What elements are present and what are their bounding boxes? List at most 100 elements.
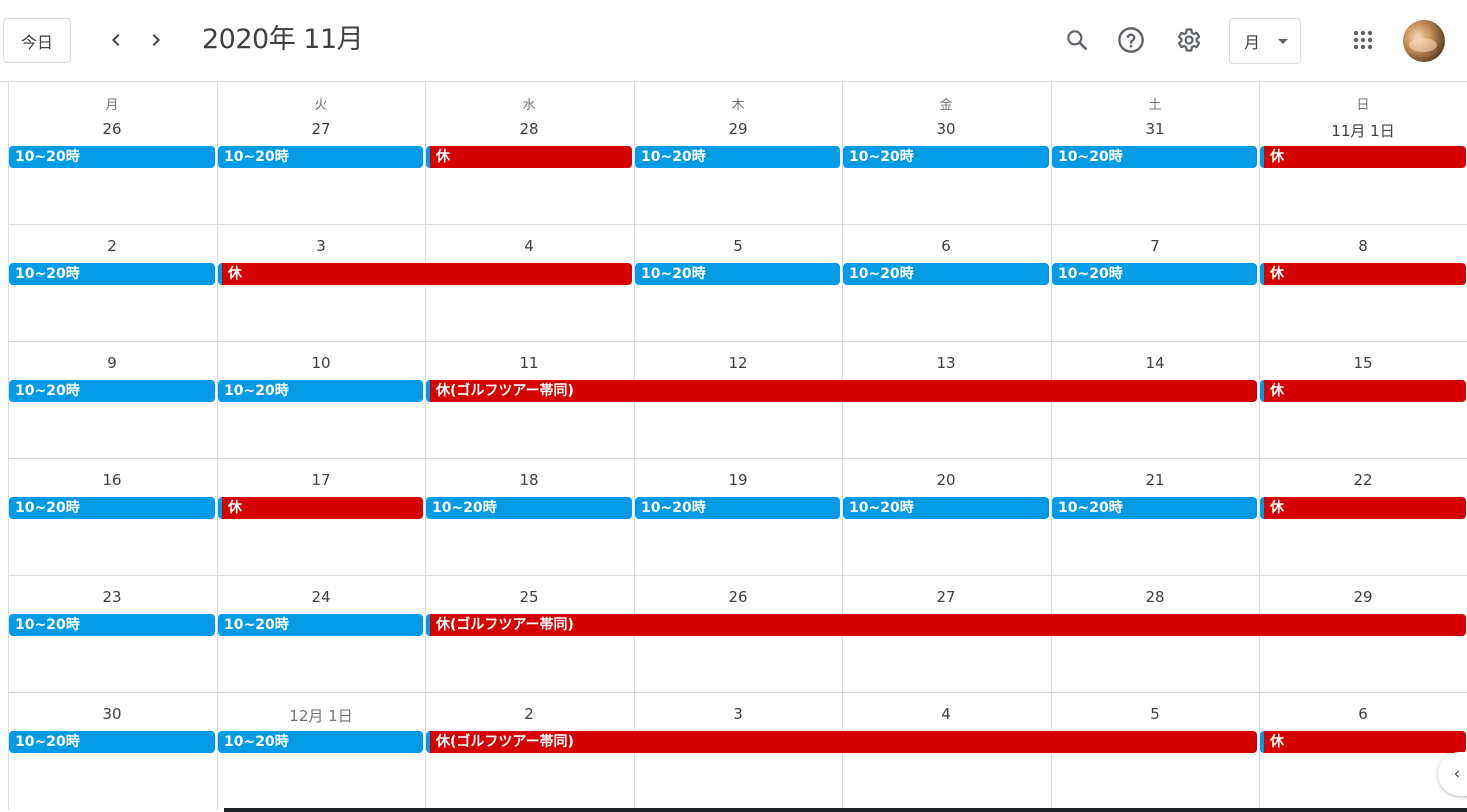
calendar-event[interactable]: 休(ゴルフツアー帯同) — [426, 731, 1257, 753]
row-divider — [8, 575, 1467, 576]
row-divider — [8, 224, 1467, 225]
column-divider — [842, 82, 843, 810]
weekday-header: 月 — [105, 98, 119, 113]
day-number[interactable]: 4 — [941, 705, 951, 723]
day-number[interactable]: 30 — [102, 705, 122, 723]
weekday-header: 土 — [1148, 98, 1162, 113]
day-number[interactable]: 6 — [941, 237, 951, 255]
day-number[interactable]: 15 — [1353, 354, 1373, 372]
today-button[interactable]: 今日 — [3, 18, 71, 63]
calendar-event[interactable]: 10~20時 — [426, 497, 632, 519]
weekday-header: 金 — [939, 98, 953, 113]
chevron-right-icon — [152, 34, 160, 46]
calendar-event[interactable]: 10~20時 — [635, 146, 840, 168]
calendar-event[interactable]: 10~20時 — [843, 497, 1049, 519]
bottom-bar — [224, 808, 1467, 812]
day-number[interactable]: 27 — [936, 588, 956, 606]
calendar-event[interactable]: 10~20時 — [1052, 263, 1257, 285]
chevron-left-icon — [112, 34, 120, 46]
day-number[interactable]: 25 — [519, 588, 539, 606]
day-number[interactable]: 28 — [1145, 588, 1165, 606]
calendar-event[interactable]: 10~20時 — [9, 497, 215, 519]
side-panel-toggle[interactable] — [1438, 752, 1467, 796]
calendar-event[interactable]: 10~20時 — [635, 263, 840, 285]
day-number[interactable]: 31 — [1145, 120, 1165, 138]
calendar-event[interactable]: 10~20時 — [9, 146, 215, 168]
day-number[interactable]: 11月 1日 — [1331, 122, 1395, 140]
day-number[interactable]: 17 — [311, 471, 331, 489]
avatar[interactable] — [1403, 20, 1445, 62]
day-number[interactable]: 14 — [1145, 354, 1165, 372]
calendar-event[interactable]: 10~20時 — [218, 614, 423, 636]
calendar-event[interactable]: 10~20時 — [218, 731, 423, 753]
calendar-event[interactable]: 10~20時 — [843, 263, 1049, 285]
day-number[interactable]: 28 — [519, 120, 539, 138]
column-divider — [1259, 82, 1260, 810]
calendar-event[interactable]: 休 — [1260, 146, 1466, 168]
day-number[interactable]: 18 — [519, 471, 539, 489]
calendar-event[interactable]: 休 — [1260, 497, 1466, 519]
calendar-event[interactable]: 10~20時 — [9, 614, 215, 636]
day-number[interactable]: 4 — [524, 237, 534, 255]
prev-month-button[interactable] — [96, 20, 136, 60]
column-divider — [634, 82, 635, 810]
calendar-event[interactable]: 10~20時 — [843, 146, 1049, 168]
calendar-event[interactable]: 10~20時 — [9, 263, 215, 285]
day-number[interactable]: 26 — [728, 588, 748, 606]
day-number[interactable]: 27 — [311, 120, 331, 138]
next-month-button[interactable] — [136, 20, 176, 60]
day-number[interactable]: 24 — [311, 588, 331, 606]
settings-button[interactable] — [1168, 20, 1208, 60]
weekday-header: 日 — [1356, 98, 1370, 113]
chevron-left-icon — [1454, 770, 1459, 778]
calendar-event[interactable]: 10~20時 — [9, 380, 215, 402]
day-number[interactable]: 16 — [102, 471, 122, 489]
help-button[interactable] — [1111, 20, 1151, 60]
day-number[interactable]: 22 — [1353, 471, 1373, 489]
day-number[interactable]: 9 — [107, 354, 117, 372]
calendar-event[interactable]: 10~20時 — [9, 731, 215, 753]
calendar-event[interactable]: 休 — [1260, 731, 1466, 753]
day-number[interactable]: 12 — [728, 354, 748, 372]
calendar-event[interactable]: 10~20時 — [218, 380, 423, 402]
view-selector[interactable]: 月 — [1229, 18, 1301, 64]
calendar-event[interactable]: 10~20時 — [218, 146, 423, 168]
day-number[interactable]: 12月 1日 — [289, 707, 353, 725]
calendar-event[interactable]: 休 — [1260, 380, 1466, 402]
calendar-event[interactable]: 休(ゴルフツアー帯同) — [426, 614, 1466, 636]
calendar-event[interactable]: 休 — [218, 497, 423, 519]
calendar-event[interactable]: 休 — [1260, 263, 1466, 285]
day-number[interactable]: 3 — [316, 237, 326, 255]
day-number[interactable]: 20 — [936, 471, 956, 489]
calendar-event[interactable]: 10~20時 — [635, 497, 840, 519]
calendar-event[interactable]: 休 — [218, 263, 632, 285]
day-number[interactable]: 19 — [728, 471, 748, 489]
day-number[interactable]: 7 — [1150, 237, 1160, 255]
calendar-event[interactable]: 10~20時 — [1052, 146, 1257, 168]
column-divider — [425, 82, 426, 810]
calendar-event[interactable]: 休 — [426, 146, 632, 168]
day-number[interactable]: 5 — [733, 237, 743, 255]
day-number[interactable]: 11 — [519, 354, 539, 372]
day-number[interactable]: 8 — [1358, 237, 1368, 255]
day-number[interactable]: 29 — [1353, 588, 1373, 606]
day-number[interactable]: 26 — [102, 120, 122, 138]
day-number[interactable]: 30 — [936, 120, 956, 138]
apps-button[interactable] — [1343, 20, 1383, 60]
day-number[interactable]: 23 — [102, 588, 122, 606]
calendar-event[interactable]: 休(ゴルフツアー帯同) — [426, 380, 1257, 402]
column-divider — [217, 82, 218, 810]
day-number[interactable]: 2 — [524, 705, 534, 723]
calendar-event[interactable]: 10~20時 — [1052, 497, 1257, 519]
day-number[interactable]: 3 — [733, 705, 743, 723]
day-number[interactable]: 2 — [107, 237, 117, 255]
weekday-header: 水 — [522, 98, 536, 113]
day-number[interactable]: 21 — [1145, 471, 1165, 489]
day-number[interactable]: 29 — [728, 120, 748, 138]
column-divider — [8, 82, 9, 810]
search-button[interactable] — [1057, 20, 1097, 60]
day-number[interactable]: 6 — [1358, 705, 1368, 723]
day-number[interactable]: 5 — [1150, 705, 1160, 723]
day-number[interactable]: 13 — [936, 354, 956, 372]
day-number[interactable]: 10 — [311, 354, 331, 372]
